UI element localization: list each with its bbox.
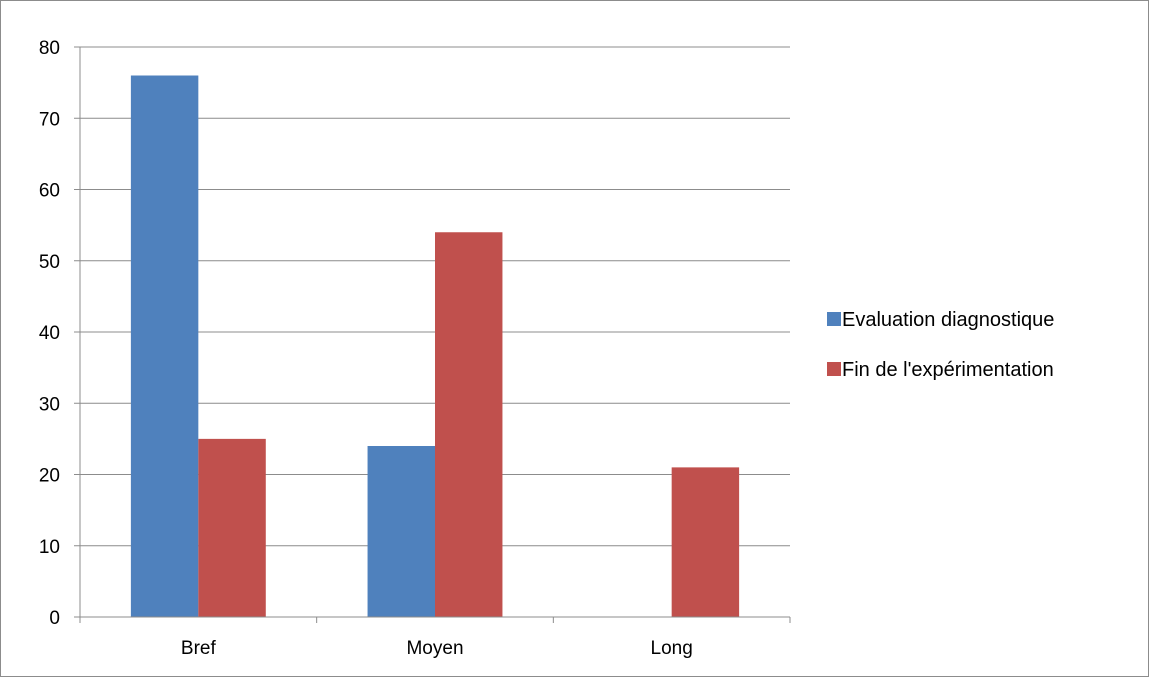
y-tick-label: 10 [39, 537, 60, 558]
y-tick-label: 70 [39, 109, 60, 130]
y-tick-label: 40 [39, 323, 60, 344]
axes [74, 46, 791, 623]
x-tick-label: Bref [181, 638, 217, 659]
bar-moyen-series-1 [367, 446, 435, 617]
legend-label: Fin de l'expérimentation [842, 359, 1054, 381]
bar-long-series-2 [671, 467, 740, 617]
y-tick-label: 20 [39, 466, 60, 487]
y-tick-label: 60 [39, 181, 60, 202]
legend: Evaluation diagnostique Fin de l'expérime… [827, 309, 1054, 381]
tick-labels: 0 10 20 30 40 50 60 70 80 Bref Moyen Long [39, 38, 693, 659]
y-tick-label: 0 [49, 608, 60, 629]
bars [130, 75, 740, 617]
y-tick-label: 50 [39, 252, 60, 273]
legend-label: Evaluation diagnostique [842, 309, 1054, 331]
bar-bref-series-1 [130, 75, 199, 617]
legend-swatch [827, 362, 841, 376]
legend-swatch [827, 312, 841, 326]
y-tick-label: 30 [39, 394, 60, 415]
x-tick-label: Long [651, 638, 693, 659]
y-tick-label: 80 [39, 38, 60, 59]
bar-moyen-series-2 [435, 232, 503, 617]
x-tick-label: Moyen [406, 638, 463, 659]
bar-bref-series-2 [198, 438, 266, 617]
